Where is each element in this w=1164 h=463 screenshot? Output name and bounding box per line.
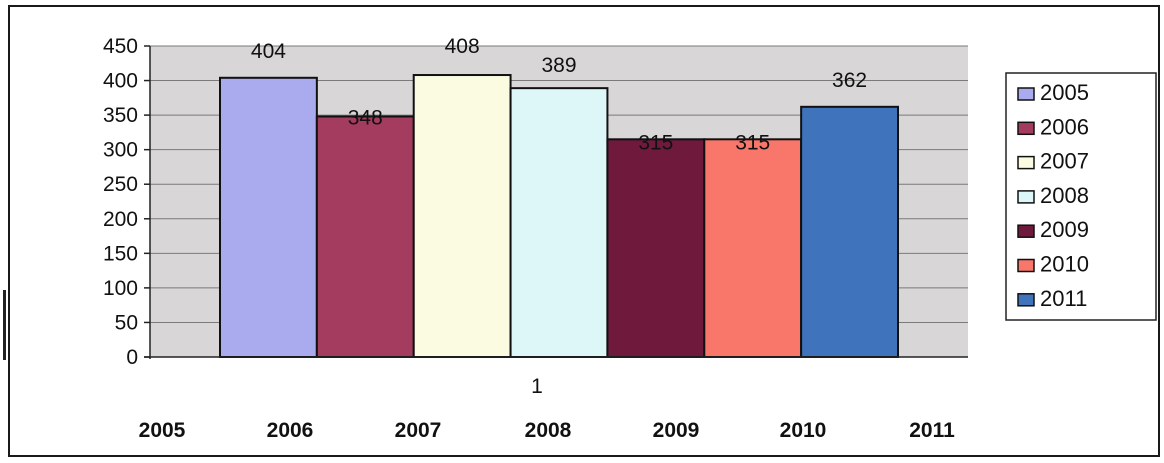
y-tick-label: 300 [103,139,138,162]
y-tick-label: 150 [103,242,138,265]
bars [219,74,900,359]
data-label-2011: 362 [832,69,867,92]
y-tick-label: 250 [103,173,138,196]
y-axis-ticks: 0 50 100 150 200 250 300 350 400 450 [103,35,150,369]
legend-label-2010: 2010 [1040,252,1089,277]
bar-2010 [703,138,803,358]
legend-label-2011: 2011 [1040,286,1087,311]
legend-swatch-2008 [1017,190,1035,204]
footer-year-label: 2009 [653,419,700,442]
bar-2009 [606,138,706,358]
legend-label-2007: 2007 [1040,149,1089,174]
footer-year-label: 2008 [525,419,572,442]
data-label-2007: 408 [445,35,480,58]
x-category-label: 1 [531,375,543,398]
bar-2005 [219,76,318,359]
legend-label-2005: 2005 [1040,80,1089,105]
y-tick-label: 100 [103,277,138,300]
legend-label-2008: 2008 [1040,183,1089,208]
legend-label-2009: 2009 [1040,217,1089,242]
legend-swatch-2006 [1017,121,1035,136]
bar-2007 [412,74,512,358]
footer-year-label: 2011 [909,419,955,442]
data-labels: 404 348 408 389 315 315 362 [251,35,867,154]
legend-swatch-2007 [1017,155,1035,170]
data-label-2010: 315 [735,131,770,154]
bar-2006 [315,115,415,358]
legend-label-2006: 2006 [1040,114,1089,139]
y-tick-label: 350 [103,104,138,127]
scan-edge-mark [3,290,6,360]
footer-year-label: 2005 [139,419,186,442]
data-label-2008: 389 [541,54,576,77]
legend-swatch-2009 [1017,224,1035,238]
legend-swatch-2005 [1017,87,1035,101]
y-tick-label: 400 [103,70,138,93]
legend-swatch-2010 [1017,258,1035,273]
legend-swatch-2011 [1017,293,1035,307]
bar-2011 [800,105,900,358]
footer-year-label: 2006 [267,419,314,442]
data-label-2006: 348 [348,106,383,129]
footer-year-labels: 2005 2006 2007 2008 2009 2010 2011 [139,419,955,442]
footer-year-label: 2010 [780,419,827,442]
y-tick-label: 450 [103,35,138,58]
y-tick-label: 50 [115,311,138,334]
bar-2008 [509,87,609,358]
y-tick-label: 0 [126,346,138,369]
data-label-2005: 404 [251,40,286,63]
footer-year-label: 2007 [395,419,442,442]
y-tick-label: 200 [103,208,138,231]
legend: 2005 2006 2007 2008 2009 2010 2011 [1005,72,1157,321]
data-label-2009: 315 [638,131,673,154]
